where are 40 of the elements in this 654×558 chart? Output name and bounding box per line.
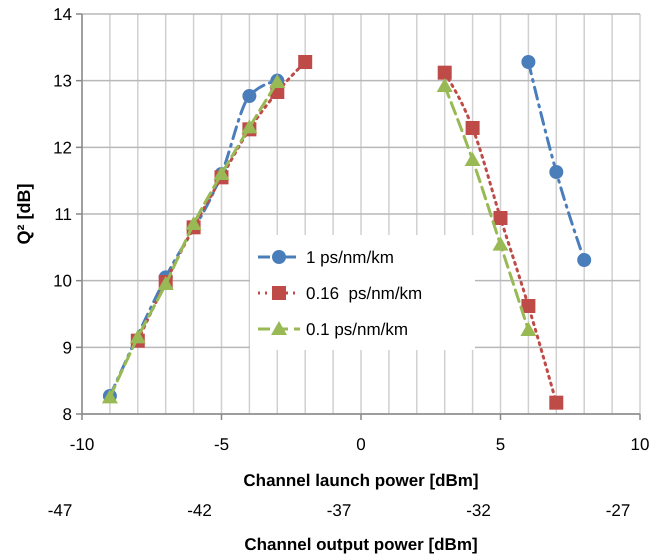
point (242, 89, 256, 103)
legend-label: 0.1 ps/nm/km (306, 320, 408, 339)
point (520, 322, 536, 336)
y-tick-label: 13 (53, 72, 72, 91)
x-axis-title: Channel launch power [dBm] (243, 471, 479, 490)
legend-label: 0.16 ps/nm/km (306, 284, 422, 303)
x-tick-label: 10 (630, 435, 650, 454)
y-tick-label: 10 (53, 272, 72, 291)
x2-tick-label: -27 (606, 501, 630, 520)
x2-tick-label: -47 (48, 501, 72, 520)
y-axis-title: Q² [dB] (14, 184, 34, 244)
y-tick-label: 9 (62, 338, 72, 358)
y-tick-label: 8 (62, 404, 72, 424)
x2-axis-title: Channel output power [dBm] (244, 535, 478, 554)
x2-tick-label: -37 (326, 501, 352, 520)
point (521, 55, 536, 69)
y-tick-label: 14 (53, 4, 72, 24)
y-tick-label: 12 (53, 138, 72, 158)
point (438, 66, 452, 80)
x-tick-label: -5 (214, 435, 230, 454)
x2-tick-label: -42 (187, 501, 212, 520)
point (298, 55, 312, 69)
point (549, 165, 564, 179)
point (130, 329, 146, 344)
point (464, 152, 481, 166)
point (241, 119, 258, 134)
point (549, 396, 564, 410)
y-tick-label: 11 (54, 204, 72, 224)
x-tick-label: 5 (496, 435, 506, 454)
x-tick-label: -10 (70, 435, 94, 454)
point (492, 236, 508, 251)
point (494, 211, 508, 225)
point (521, 299, 536, 313)
x2-tick-label: -32 (466, 501, 491, 520)
legend-label: 1 ps/nm/km (306, 248, 394, 267)
x-tick-label: 0 (356, 435, 366, 454)
point (436, 78, 453, 92)
point (466, 121, 480, 135)
point (577, 253, 592, 267)
point (186, 216, 202, 230)
